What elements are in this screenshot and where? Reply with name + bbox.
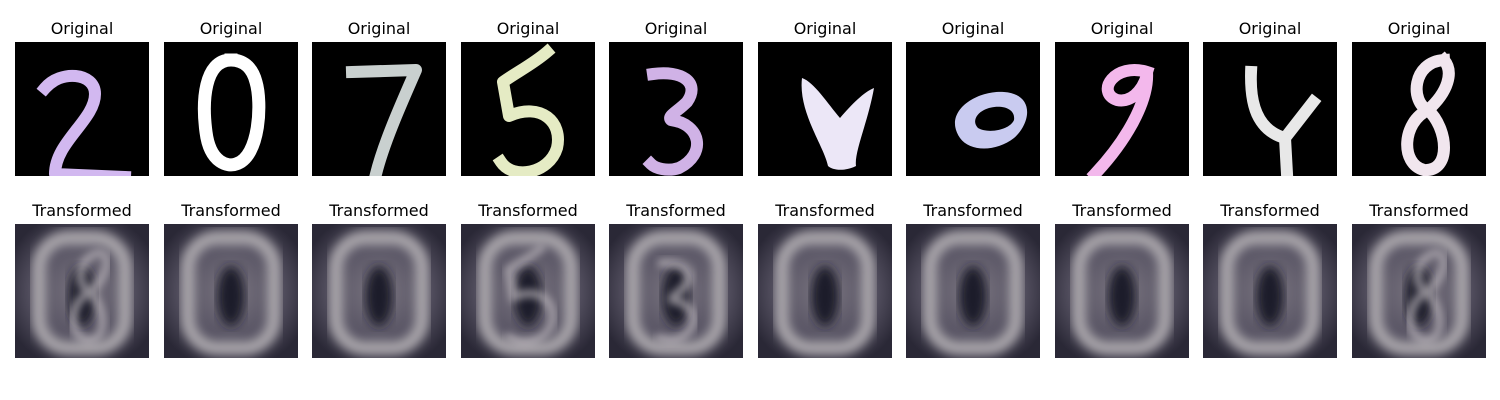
original-digit-image-5 [609, 42, 743, 176]
original-title-5: Original [644, 19, 708, 38]
transformed-title-4: Transformed [478, 201, 578, 220]
transformed-title-3: Transformed [329, 201, 429, 220]
transformed-digit-image-2 [164, 224, 298, 358]
original-digit-image-10 [1352, 42, 1486, 176]
original-digit-image-9 [1203, 42, 1337, 176]
original-title-6: Original [793, 19, 857, 38]
transformed-title-1: Transformed [32, 201, 132, 220]
transformed-title-2: Transformed [181, 201, 281, 220]
transformed-title-9: Transformed [1220, 201, 1320, 220]
transformed-title-6: Transformed [775, 201, 875, 220]
original-digit-image-1 [15, 42, 149, 176]
transformed-digit-image-9 [1203, 224, 1337, 358]
original-title-4: Original [496, 19, 560, 38]
original-title-1: Original [50, 19, 114, 38]
transformed-digit-image-4 [461, 224, 595, 358]
transformed-digit-image-10 [1352, 224, 1486, 358]
transformed-digit-image-6 [758, 224, 892, 358]
transformed-digit-image-3 [312, 224, 446, 358]
transformed-digit-image-1 [15, 224, 149, 358]
original-digit-image-6 [758, 42, 892, 176]
transformed-title-7: Transformed [923, 201, 1023, 220]
transformed-digit-image-7 [906, 224, 1040, 358]
original-title-7: Original [941, 19, 1005, 38]
original-title-9: Original [1238, 19, 1302, 38]
original-digit-image-3 [312, 42, 446, 176]
original-title-3: Original [347, 19, 411, 38]
transformed-title-5: Transformed [626, 201, 726, 220]
transformed-digit-image-8 [1055, 224, 1189, 358]
original-title-8: Original [1090, 19, 1154, 38]
transformed-title-10: Transformed [1369, 201, 1469, 220]
transformed-title-8: Transformed [1072, 201, 1172, 220]
original-title-10: Original [1387, 19, 1451, 38]
original-title-2: Original [199, 19, 263, 38]
original-digit-image-7 [906, 42, 1040, 176]
original-digit-image-2 [164, 42, 298, 176]
original-digit-image-8 [1055, 42, 1189, 176]
transformed-digit-image-5 [609, 224, 743, 358]
original-digit-image-4 [461, 42, 595, 176]
